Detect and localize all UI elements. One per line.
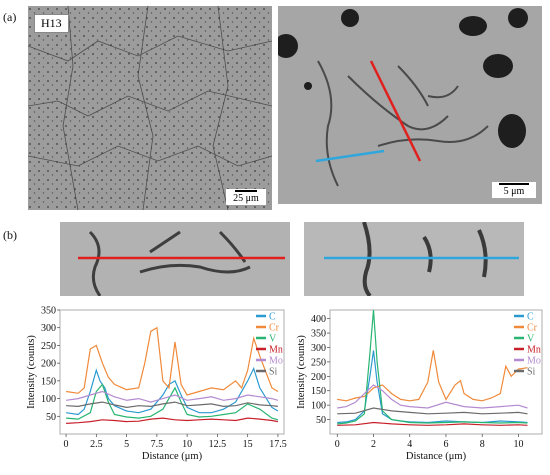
xtick-label: 10 <box>182 439 192 450</box>
ytick-label: 150 <box>41 376 56 387</box>
ytick-label: 250 <box>41 341 56 352</box>
blue-line-scan <box>315 149 385 163</box>
legend-label-cr: Cr <box>269 323 280 334</box>
legend-label-v: V <box>269 334 277 345</box>
yaxis-label: Intensity (counts) <box>296 335 307 409</box>
xtick-label: 5 <box>124 439 129 450</box>
xtick-label: 4 <box>407 439 412 450</box>
series-line-cr <box>337 350 528 402</box>
series-line-si <box>66 401 278 409</box>
micrograph-right: 5 μm <box>278 6 542 204</box>
sample-tag: H13 <box>34 14 69 33</box>
legend-label-cr: Cr <box>527 323 538 334</box>
ytick-label: 300 <box>311 343 326 354</box>
yaxis-label: Intensity (counts) <box>26 335 37 409</box>
series-line-v <box>66 383 279 421</box>
xaxis-label: Distance (μm) <box>142 451 203 462</box>
legend-label-mo: Mo <box>527 356 541 367</box>
series-line-mo <box>337 384 528 409</box>
chart-right-container: 50 100 150 200 250 300 350 400 0 2 4 6 8 10 Distance (… <box>290 304 550 470</box>
scalebar-right-label: 5 μm <box>503 186 525 197</box>
panel-a-label: (a) <box>3 10 17 24</box>
series-line-c <box>66 366 279 416</box>
xtick-label: 15 <box>243 439 253 450</box>
xtick-label: 0 <box>335 439 340 450</box>
right-linescan-overlay <box>315 60 422 163</box>
plot-frame-1 <box>329 309 543 435</box>
legend-label-si: Si <box>269 367 278 378</box>
xtick-label: 8 <box>480 439 485 450</box>
linescan-strip-red <box>60 222 290 296</box>
ytick-label: 200 <box>41 359 56 370</box>
legend-label-v: V <box>527 334 535 345</box>
chart-left: 50 100 150 200 250 300 350 0 2.5 5 7.5 10 12.5 15 17.5… <box>26 306 287 463</box>
panel-b-label: (b) <box>3 228 17 242</box>
xtick-label: 12.5 <box>209 439 227 450</box>
xtick-label: 2.5 <box>90 439 103 450</box>
legend-label-mo: Mo <box>269 356 283 367</box>
red-line-scan <box>369 60 422 162</box>
chart-right: 50 100 150 200 250 300 350 400 0 2 4 6 8 10 Distance (… <box>296 309 543 462</box>
series-line-si <box>337 407 528 415</box>
series-line-mo <box>66 390 279 403</box>
micrograph-left: H13 25 μm <box>28 6 272 210</box>
scalebar-right: 5 μm <box>492 182 536 198</box>
ytick-label: 150 <box>311 386 326 397</box>
xtick-label: 10 <box>513 439 523 450</box>
scalebar-left-label: 25 μm <box>233 193 259 204</box>
scalebar-left-bar <box>235 190 257 192</box>
legend-label-c: C <box>269 312 276 323</box>
ytick-label: 400 <box>311 314 326 325</box>
xtick-label: 6 <box>443 439 448 450</box>
legend-label-c: C <box>527 312 534 323</box>
xaxis-label: Distance (μm) <box>406 451 467 462</box>
linescan-strip-blue <box>304 222 524 296</box>
ytick-label: 100 <box>311 401 326 412</box>
ytick-label: 200 <box>311 372 326 383</box>
series-line-cr <box>66 326 279 396</box>
chart-left-container: 50 100 150 200 250 300 350 0 2.5 5 7.5 10 12.5 15 17.5… <box>18 304 290 470</box>
legend-label-mn: Mn <box>269 345 283 356</box>
xtick-label: 17.5 <box>269 439 287 450</box>
ytick-label: 100 <box>41 394 56 405</box>
plot-frame-0 <box>59 309 285 435</box>
xtick-label: 7.5 <box>151 439 164 450</box>
legend-label-mn: Mn <box>527 345 541 356</box>
micrograph-right-texture <box>278 6 542 204</box>
ytick-label: 300 <box>41 323 56 334</box>
scalebar-right-bar <box>499 183 529 185</box>
legend-label-si: Si <box>527 367 536 378</box>
series-line-mn <box>66 417 279 424</box>
series-line-c <box>337 350 528 424</box>
xtick-label: 0 <box>64 439 69 450</box>
micrograph-left-texture <box>28 6 272 210</box>
ytick-label: 50 <box>316 415 326 426</box>
scalebar-left: 25 μm <box>226 189 266 205</box>
ytick-label: 50 <box>46 412 56 423</box>
series-line-mn <box>337 421 528 426</box>
ytick-label: 350 <box>311 329 326 340</box>
ytick-label: 350 <box>41 306 56 317</box>
ytick-label: 250 <box>311 357 326 368</box>
series-line-v <box>337 309 528 425</box>
xtick-label: 2 <box>371 439 376 450</box>
